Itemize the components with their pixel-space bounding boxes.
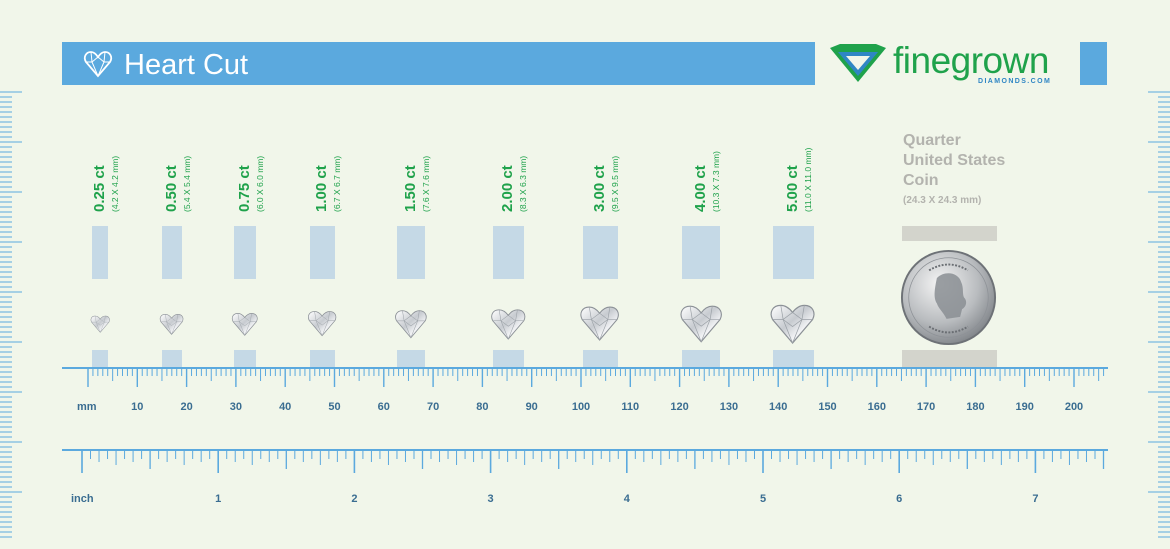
heart-diamond-icon <box>83 51 113 78</box>
mm-tick-label: 190 <box>1015 401 1034 413</box>
mm-tick-label: 60 <box>377 401 390 413</box>
inch-tick-label: 3 <box>487 493 494 505</box>
size-swatch-top <box>309 226 335 279</box>
mm-tick-label: 160 <box>867 401 886 413</box>
mm-tick-label: 80 <box>476 401 489 413</box>
inch-tick-label: 4 <box>623 493 630 505</box>
diamond-logo-icon <box>830 44 886 82</box>
coin-size-bar-bottom <box>902 350 997 367</box>
header-accent-bar <box>1080 42 1107 85</box>
heart-diamond-icon <box>307 311 337 337</box>
mm-tick-label: 180 <box>966 401 985 413</box>
inch-tick-label: 5 <box>759 493 767 505</box>
mm-tick-label: 110 <box>621 401 640 413</box>
size-swatch-top <box>582 226 618 279</box>
size-swatch-bottom <box>309 350 335 367</box>
size-swatch-bottom <box>682 350 720 367</box>
size-swatch-bottom <box>582 350 618 367</box>
size-swatch-bottom <box>162 350 182 367</box>
mm-tick-label: 10 <box>131 401 144 413</box>
size-swatch-bottom <box>772 350 814 367</box>
quarter-coin-icon <box>900 249 997 346</box>
size-swatch-top <box>397 226 425 279</box>
inch-tick-label: 1 <box>215 493 222 505</box>
heart-diamond-icon <box>232 312 258 336</box>
heart-diamond-icon <box>395 310 427 339</box>
size-swatch-top <box>162 226 182 279</box>
page-title: Heart Cut <box>124 49 249 81</box>
inch-tick-label: 7 <box>1032 493 1039 505</box>
coin-title: Quarter United States Coin <box>903 131 1005 191</box>
heart-diamond-icon <box>490 308 526 340</box>
coin-title-line: Coin <box>903 172 939 189</box>
coin-size-bar-top <box>902 226 997 241</box>
coin-title-line: United States <box>903 152 1006 169</box>
mm-tick-label: 70 <box>426 401 440 413</box>
heart-diamond-icon <box>160 313 184 335</box>
brand-subtitle: DIAMONDS.COM <box>978 78 1052 85</box>
header-bar <box>62 42 815 85</box>
heart-diamond-icon <box>680 305 722 343</box>
size-swatch-top <box>92 226 108 279</box>
mm-tick-label: 130 <box>719 401 739 413</box>
size-swatch-top <box>234 226 256 279</box>
inch-tick-label: 2 <box>351 493 358 505</box>
mm-tick-label: 120 <box>670 401 689 413</box>
mm-unit-label: mm <box>77 401 97 413</box>
coin-title-line: Quarter <box>903 132 961 149</box>
mm-tick-label: 140 <box>769 401 788 413</box>
size-swatch-bottom <box>92 350 108 367</box>
size-swatch-bottom <box>234 350 256 367</box>
mm-tick-label: 90 <box>525 401 538 413</box>
heart-diamond-icon <box>771 304 815 344</box>
heart-diamond-icon <box>90 315 110 333</box>
inch-tick-label: 6 <box>896 493 903 505</box>
size-swatch-bottom <box>492 350 524 367</box>
brand-name: finegrown <box>893 40 1049 81</box>
size-swatch-top <box>682 226 720 279</box>
mm-tick-label: 40 <box>279 401 292 413</box>
mm-tick-label: 20 <box>180 401 193 413</box>
size-swatch-top <box>772 226 814 279</box>
size-swatch-top <box>492 226 524 279</box>
mm-tick-label: 50 <box>328 401 341 413</box>
inch-unit-label: inch <box>71 493 94 505</box>
mm-tick-label: 200 <box>1064 401 1084 413</box>
mm-tick-label: 150 <box>818 401 837 413</box>
heart-diamond-icon <box>580 306 620 342</box>
mm-tick-label: 170 <box>916 401 936 413</box>
coin-dimensions: (24.3 X 24.3 mm) <box>903 195 982 206</box>
mm-tick-label: 30 <box>229 401 243 413</box>
mm-tick-label: 100 <box>571 401 591 413</box>
size-swatch-bottom <box>397 350 425 367</box>
